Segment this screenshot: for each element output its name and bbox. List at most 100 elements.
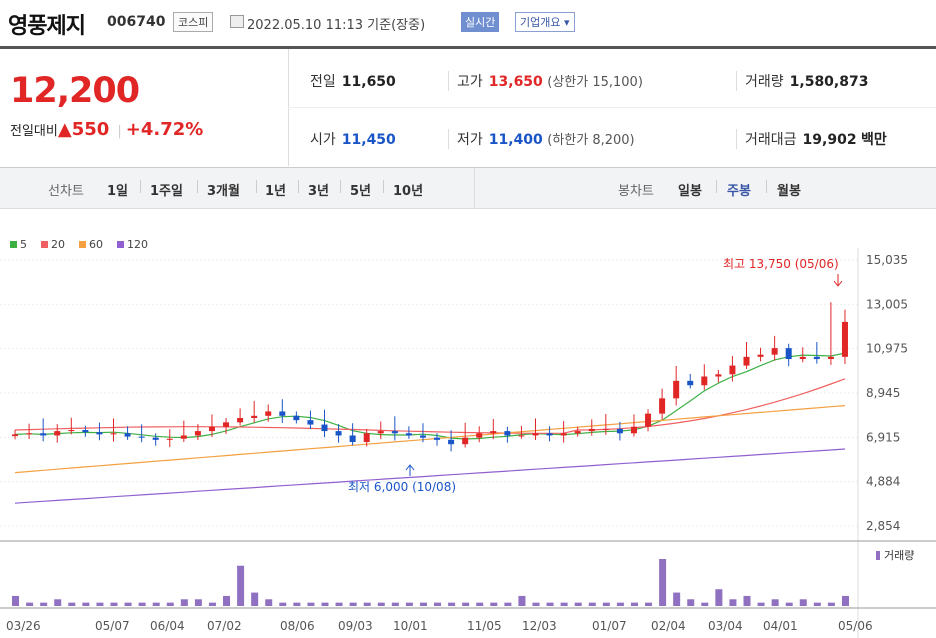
volume-bar <box>616 602 624 606</box>
tab-daily[interactable]: 일봉 <box>678 184 702 199</box>
company-overview-dropdown[interactable]: 기업개요 ▾ <box>515 12 575 32</box>
stock-chart[interactable]: 5 20 60 120 15,035 13,005 10,975 8,945 6,915 4,8… <box>0 208 936 638</box>
y-tick-label: 6,915 <box>866 430 900 444</box>
candle-body <box>377 431 384 434</box>
volume-bar <box>673 592 681 606</box>
candle-body <box>166 438 173 440</box>
volume-bar <box>729 599 737 606</box>
separator: | <box>117 124 122 139</box>
volume-bar <box>124 602 132 606</box>
candle-body <box>335 431 342 436</box>
candle-body <box>293 415 300 421</box>
amount-label: 거래대금 <box>745 132 797 148</box>
candle-body <box>729 365 736 375</box>
x-tick-label: 03/04 <box>708 619 743 633</box>
candle-body <box>110 433 117 435</box>
volume-bar <box>560 602 568 606</box>
volume-bar <box>152 602 160 606</box>
candle-body <box>645 413 652 427</box>
tab-1y[interactable]: 1년 <box>265 184 287 199</box>
candle-body <box>12 434 19 437</box>
legend-label-60: 60 <box>89 238 103 251</box>
low-price: 저가 11,400 (하한가 8,200) <box>448 129 635 149</box>
candle-body <box>96 432 103 435</box>
ma20-line <box>14 378 846 434</box>
volume-bar <box>321 602 329 606</box>
y-tick-label: 10,975 <box>866 342 908 356</box>
candle-body <box>757 354 764 357</box>
chart-legend: 5 20 60 120 <box>10 238 148 251</box>
stock-name: 영풍제지 <box>8 14 86 39</box>
volume-bar <box>68 602 76 606</box>
volume-bar <box>54 599 62 606</box>
volume-bar <box>307 602 315 606</box>
candle-body <box>349 435 356 443</box>
ma60-line <box>14 405 846 474</box>
tab-5y[interactable]: 5년 <box>350 184 372 199</box>
tab-weekly[interactable]: 주봉 <box>727 184 751 199</box>
tab-monthly[interactable]: 월봉 <box>777 184 801 199</box>
volume-bar <box>138 602 146 606</box>
prev-close: 전일 11,650 <box>310 71 396 91</box>
candle-body <box>743 356 750 366</box>
stock-code: 006740 <box>107 14 166 30</box>
y-tick-label: 4,884 <box>866 475 900 489</box>
x-tick-label: 05/07 <box>95 619 130 633</box>
volume-bar <box>757 602 765 606</box>
high-value: 13,650 <box>488 74 543 90</box>
tab-1w[interactable]: 1주일 <box>150 184 183 199</box>
x-axis-labels: 03/26 05/07 06/04 07/02 08/06 09/03 10/01 11/05… <box>6 619 873 633</box>
candle-body <box>560 433 567 436</box>
market-badge: 코스피 <box>173 12 214 32</box>
trade-amount: 거래대금 19,902 백만 <box>736 129 887 149</box>
x-tick-label: 08/06 <box>280 619 315 633</box>
candle-body <box>419 435 426 438</box>
y-tick-label: 2,854 <box>866 519 900 533</box>
up-arrow-icon: ▲ <box>57 119 72 140</box>
tab-10y[interactable]: 10년 <box>393 184 424 199</box>
separator <box>340 180 341 193</box>
x-tick-label: 09/03 <box>338 619 373 633</box>
y-tick-label: 8,945 <box>866 386 900 400</box>
candle-body <box>194 431 201 436</box>
volume-bar <box>26 602 34 606</box>
x-tick-label: 02/04 <box>651 619 686 633</box>
volume: 거래량 1,580,873 <box>736 71 868 91</box>
volume-bar <box>659 559 667 606</box>
candle-body <box>799 356 806 360</box>
candle-body <box>68 430 75 432</box>
candle-body <box>391 431 398 434</box>
volume-bar <box>223 595 231 606</box>
volume-bar <box>363 602 371 606</box>
candle-body <box>588 428 595 432</box>
separator <box>766 180 767 193</box>
candle-body <box>673 380 680 399</box>
legend-swatch-5 <box>10 241 17 248</box>
candle-body <box>659 398 666 414</box>
separator <box>716 180 717 193</box>
ma120-line <box>14 448 846 504</box>
volume-bar <box>335 602 343 606</box>
candle-body <box>82 430 89 433</box>
legend-label-20: 20 <box>51 238 65 251</box>
amount-value: 19,902 <box>802 132 857 148</box>
candle-body <box>630 426 637 434</box>
volume-bar <box>827 602 835 606</box>
volume-bar <box>602 602 610 606</box>
change-percent: +4.72% <box>125 119 204 140</box>
tab-1d[interactable]: 1일 <box>107 184 129 199</box>
volume-bar <box>166 602 174 606</box>
tab-3m[interactable]: 3개월 <box>207 184 240 199</box>
tab-3y[interactable]: 3년 <box>308 184 330 199</box>
realtime-button[interactable]: 실시간 <box>461 12 500 32</box>
candle-body <box>490 431 497 434</box>
annotations: 최고 13,750 (05/06) 최저 6,000 (10/08) 거래량 <box>348 257 914 562</box>
candle-body <box>363 433 370 443</box>
x-tick-label: 11/05 <box>467 619 502 633</box>
volume-bar <box>194 599 202 606</box>
separator <box>298 180 299 193</box>
volume-bar <box>462 602 470 606</box>
price-summary: 12,200 전일대비▲550 | +4.72% 전일 11,650 고가 13,65… <box>0 49 936 168</box>
candle-body <box>701 376 708 386</box>
moving-averages <box>14 352 846 504</box>
